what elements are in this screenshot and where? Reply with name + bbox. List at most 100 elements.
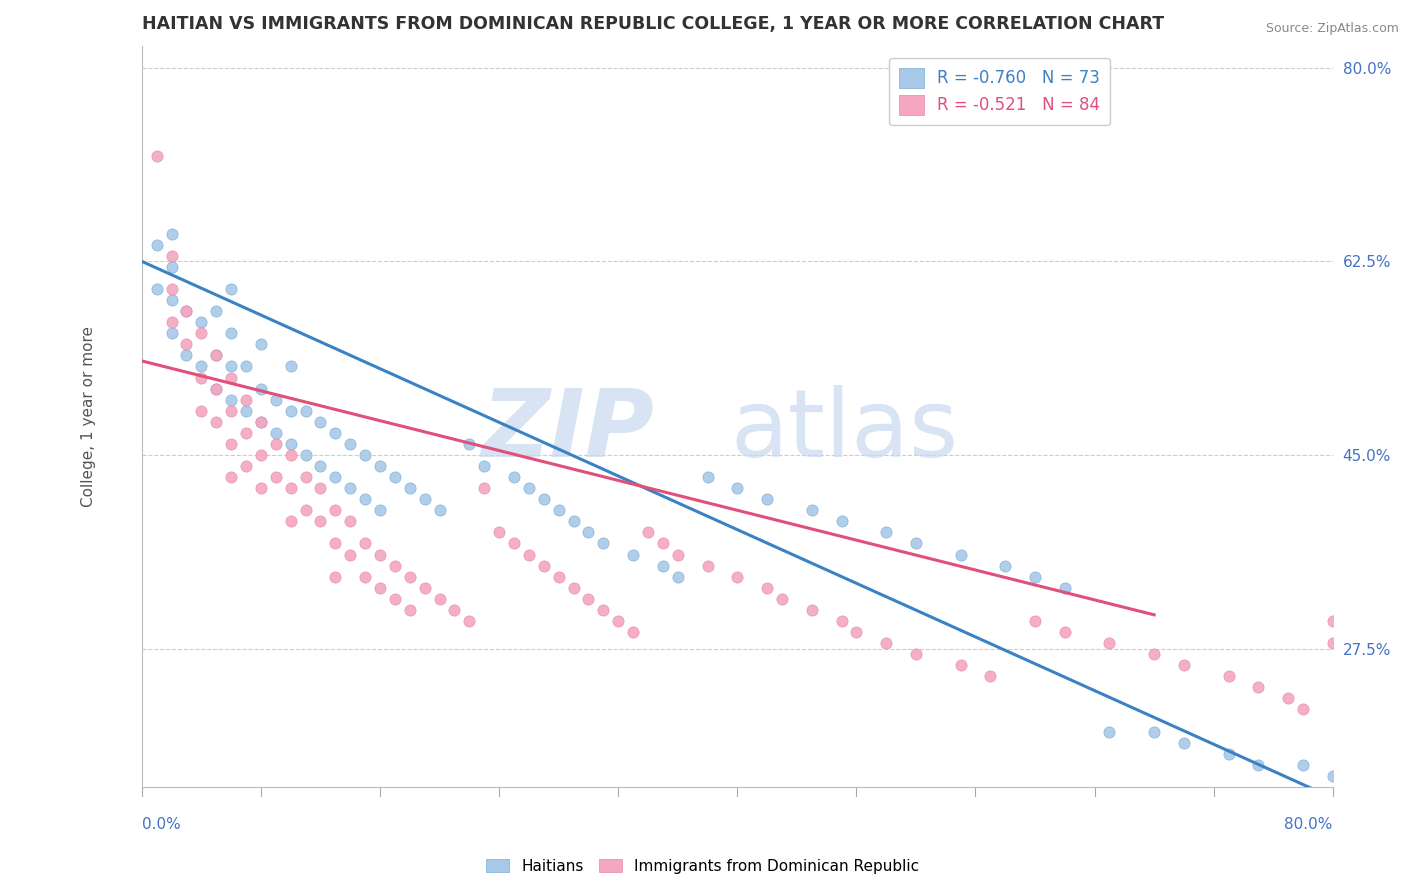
Point <box>160 260 183 274</box>
Point <box>354 492 377 507</box>
Point <box>398 481 420 495</box>
Point <box>429 591 451 606</box>
Point <box>280 448 302 462</box>
Point <box>533 558 555 573</box>
Point <box>831 614 853 628</box>
Point <box>160 249 183 263</box>
Point <box>176 304 198 318</box>
Point <box>339 481 361 495</box>
Point <box>413 492 436 507</box>
Point <box>875 525 897 540</box>
Point <box>280 481 302 495</box>
Point <box>264 437 287 451</box>
Point <box>607 614 630 628</box>
Point <box>994 558 1017 573</box>
Point <box>578 591 600 606</box>
Point <box>219 282 242 296</box>
Point <box>517 548 540 562</box>
Point <box>443 603 465 617</box>
Point <box>339 437 361 451</box>
Point <box>280 514 302 528</box>
Point <box>250 415 273 429</box>
Point <box>547 503 569 517</box>
Point <box>1247 680 1270 694</box>
Point <box>219 370 242 384</box>
Point <box>145 149 167 163</box>
Point <box>384 558 406 573</box>
Point <box>666 569 689 583</box>
Point <box>800 503 823 517</box>
Point <box>280 403 302 417</box>
Point <box>235 458 257 473</box>
Point <box>578 525 600 540</box>
Point <box>458 614 481 628</box>
Point <box>325 470 347 484</box>
Point <box>219 392 242 407</box>
Point <box>562 514 585 528</box>
Point <box>384 470 406 484</box>
Point <box>1098 636 1121 650</box>
Point <box>1322 636 1344 650</box>
Point <box>264 470 287 484</box>
Point <box>429 503 451 517</box>
Point <box>235 425 257 440</box>
Point <box>235 392 257 407</box>
Point <box>398 603 420 617</box>
Point <box>264 392 287 407</box>
Point <box>458 437 481 451</box>
Point <box>354 569 377 583</box>
Point <box>264 425 287 440</box>
Point <box>294 503 316 517</box>
Legend: R = -0.760   N = 73, R = -0.521   N = 84: R = -0.760 N = 73, R = -0.521 N = 84 <box>889 58 1111 125</box>
Point <box>354 448 377 462</box>
Point <box>949 548 972 562</box>
Text: Source: ZipAtlas.com: Source: ZipAtlas.com <box>1265 22 1399 36</box>
Point <box>176 304 198 318</box>
Point <box>250 382 273 396</box>
Point <box>756 581 779 595</box>
Point <box>235 359 257 374</box>
Point <box>1024 614 1046 628</box>
Point <box>205 382 228 396</box>
Point <box>190 326 212 341</box>
Point <box>949 658 972 673</box>
Point <box>413 581 436 595</box>
Point <box>1173 736 1195 750</box>
Point <box>325 425 347 440</box>
Point <box>309 481 332 495</box>
Point <box>1292 702 1315 716</box>
Point <box>831 514 853 528</box>
Point <box>533 492 555 507</box>
Point <box>472 458 495 473</box>
Point <box>1053 624 1076 639</box>
Point <box>696 470 718 484</box>
Point <box>517 481 540 495</box>
Point <box>190 359 212 374</box>
Point <box>250 415 273 429</box>
Point <box>1277 691 1299 706</box>
Point <box>1098 724 1121 739</box>
Point <box>800 603 823 617</box>
Point <box>205 382 228 396</box>
Point <box>398 569 420 583</box>
Point <box>488 525 510 540</box>
Point <box>904 647 927 661</box>
Point <box>1143 647 1166 661</box>
Point <box>219 403 242 417</box>
Point <box>651 536 673 550</box>
Point <box>354 536 377 550</box>
Point <box>845 624 868 639</box>
Point <box>696 558 718 573</box>
Point <box>875 636 897 650</box>
Point <box>1218 669 1240 683</box>
Point <box>1292 757 1315 772</box>
Point <box>219 326 242 341</box>
Point <box>219 359 242 374</box>
Point <box>205 348 228 362</box>
Point <box>280 437 302 451</box>
Point <box>770 591 793 606</box>
Point <box>1024 569 1046 583</box>
Point <box>309 458 332 473</box>
Point <box>725 569 748 583</box>
Point <box>190 370 212 384</box>
